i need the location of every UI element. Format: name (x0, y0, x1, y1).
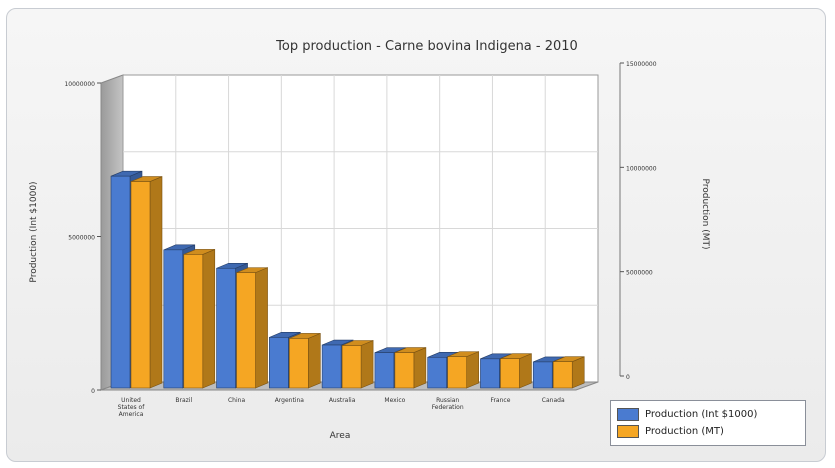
y-axis-right-label: Production (MT) (700, 178, 710, 249)
bar-mt-side (149, 176, 163, 389)
legend-label-int: Production (Int $1000) (645, 409, 758, 420)
x-tick-label: Mexico (384, 397, 405, 404)
y-axis-left-label: Production (Int $1000) (29, 181, 39, 282)
bar-int (321, 344, 342, 389)
bar-mt (130, 181, 151, 389)
bar-int (480, 358, 500, 389)
bar-mt (236, 272, 256, 389)
chart-legend: Production (Int $1000) Production (MT) (610, 400, 806, 446)
legend-swatch-int (617, 408, 639, 421)
x-tick-label: France (490, 397, 510, 404)
bar-mt (500, 358, 520, 389)
x-tick-label: Brazil (175, 397, 192, 404)
legend-swatch-mt (617, 425, 639, 438)
bar-mt (341, 345, 362, 389)
bar-int (532, 361, 553, 389)
bar-mt (552, 361, 573, 389)
x-axis-label: Area (330, 431, 351, 441)
bar-mt-side (519, 353, 532, 389)
bar-mt (183, 254, 204, 389)
bar-int (269, 337, 289, 389)
y-right-tick-label: 0 (626, 374, 630, 381)
bar-mt (289, 338, 309, 389)
bar-mt (447, 356, 467, 389)
y-right-tick-label: 5000000 (626, 270, 653, 277)
legend-label-mt: Production (MT) (645, 426, 724, 437)
y-left-tick-label: 10000000 (64, 81, 95, 88)
x-tick-label: Canada (542, 397, 565, 404)
bar-mt-side (413, 347, 427, 389)
y-left-tick-label: 0 (91, 388, 95, 395)
legend-entry-int: Production (Int $1000) (617, 406, 799, 423)
x-tick-label: Australia (329, 397, 356, 404)
bar-mt-side (466, 351, 479, 389)
bar-mt-side (308, 332, 321, 389)
y-left-tick-label: 5000000 (68, 235, 95, 242)
bar-int (110, 175, 131, 389)
bar-mt (394, 352, 415, 389)
bar-mt-side (360, 340, 374, 389)
legend-entry-mt: Production (MT) (617, 423, 799, 440)
bar-int (216, 267, 236, 389)
bar-mt-side (571, 356, 585, 389)
bar-int (427, 356, 447, 389)
bar-mt-side (255, 267, 268, 389)
x-tick-label: Russian Federation (432, 397, 464, 411)
bar-mt-side (202, 248, 216, 389)
bar-int (374, 352, 395, 389)
x-tick-label: United States of America (118, 397, 146, 418)
y-right-tick-label: 15000000 (626, 61, 657, 68)
y-right-tick-label: 10000000 (626, 165, 657, 172)
bar-int (163, 249, 184, 389)
x-tick-label: China (228, 397, 245, 404)
chart-title: Top production - Carne bovina Indigena -… (275, 39, 578, 54)
x-tick-label: Argentina (275, 397, 305, 404)
